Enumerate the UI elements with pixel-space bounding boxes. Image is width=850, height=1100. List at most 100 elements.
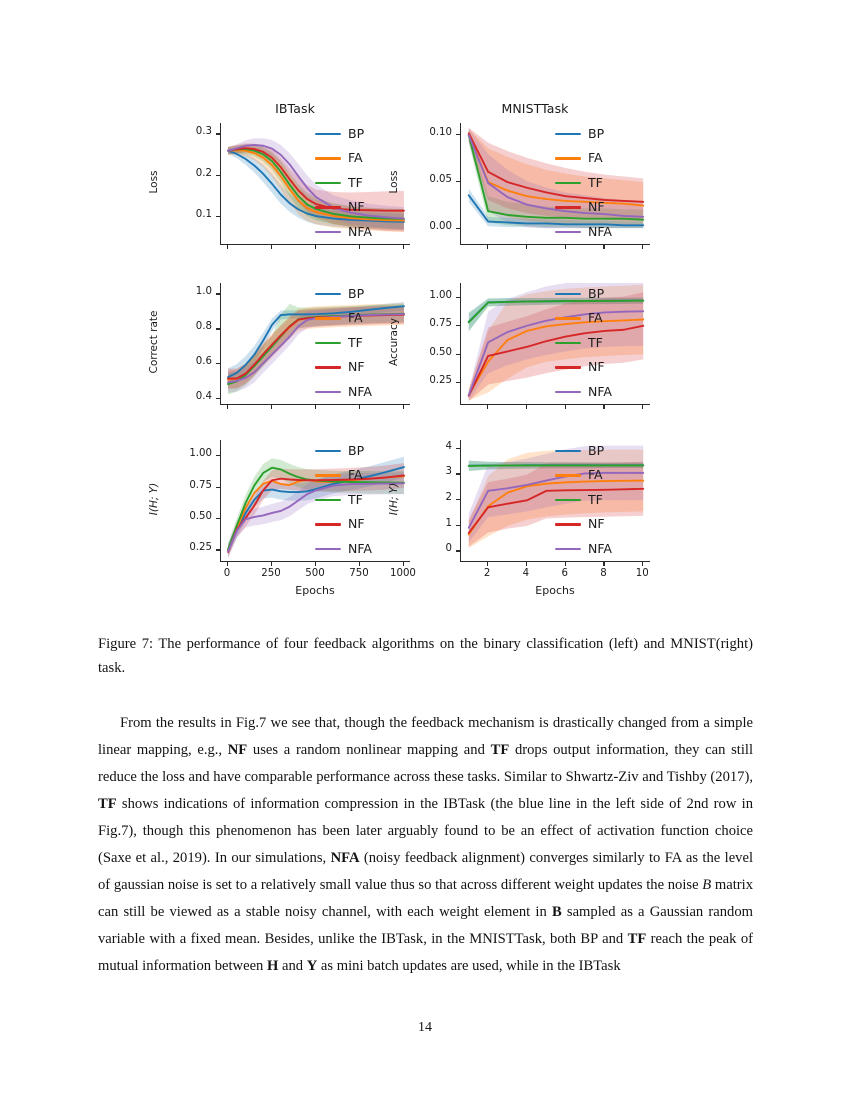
line-NFA bbox=[467, 471, 645, 529]
x-tick-mark bbox=[642, 245, 644, 249]
legend-item-bp[interactable]: BP bbox=[555, 127, 604, 141]
legend-label-tf: TF bbox=[348, 491, 363, 507]
x-tick-mark bbox=[402, 405, 405, 409]
legend-item-nfa[interactable]: NFA bbox=[555, 225, 612, 239]
x-tick-mark bbox=[525, 245, 528, 249]
y-tick-label: 0.10 bbox=[429, 127, 452, 139]
y-tick-label: 0 bbox=[445, 543, 452, 555]
x-axis-label: Epochs bbox=[535, 584, 575, 597]
legend-swatch-bp bbox=[315, 449, 341, 453]
legend-label-tf: TF bbox=[348, 334, 363, 350]
line-NF bbox=[227, 147, 405, 212]
legend-item-tf[interactable]: TF bbox=[555, 336, 603, 350]
x-tick-mark bbox=[487, 245, 489, 249]
legend-item-tf[interactable]: TF bbox=[315, 336, 363, 350]
y-tick-mark bbox=[456, 447, 460, 449]
x-tick-mark bbox=[603, 245, 605, 249]
line-BP bbox=[467, 194, 645, 227]
legend-label-bp: BP bbox=[588, 285, 605, 301]
x-tick-mark bbox=[564, 405, 566, 409]
legend-label-nf: NF bbox=[588, 516, 605, 532]
legend-item-nfa[interactable]: NFA bbox=[315, 385, 372, 399]
legend-item-bp[interactable]: BP bbox=[315, 444, 364, 458]
x-tick-mark bbox=[227, 562, 229, 566]
legend-item-nfa[interactable]: NFA bbox=[315, 225, 372, 239]
y-tick-mark bbox=[216, 293, 220, 295]
legend-item-tf[interactable]: TF bbox=[315, 176, 363, 190]
x-tick-mark bbox=[402, 245, 405, 249]
legend-item-nfa[interactable]: NFA bbox=[315, 542, 372, 556]
chart-grid: IBTask 0.1 0.2 0.3 Loss BP FA TF NF NFA MNISTTask 0… bbox=[148, 95, 690, 620]
x-tick-mark bbox=[603, 562, 605, 566]
y-axis-label: Correct rate bbox=[148, 310, 160, 374]
legend-item-nf[interactable]: NF bbox=[315, 518, 365, 532]
legend-label-fa: FA bbox=[588, 310, 603, 326]
legend-swatch-bp bbox=[555, 292, 581, 296]
legend-item-fa[interactable]: FA bbox=[555, 469, 603, 483]
x-tick-mark bbox=[271, 245, 273, 249]
line-FA bbox=[467, 479, 645, 536]
y-axis-label: Loss bbox=[148, 170, 160, 194]
legend-swatch-nf bbox=[315, 206, 341, 209]
legend-item-nf[interactable]: NF bbox=[555, 361, 605, 375]
line-FA bbox=[467, 133, 645, 207]
legend-item-bp[interactable]: BP bbox=[315, 127, 364, 141]
y-tick-label: 0.25 bbox=[189, 542, 212, 554]
plot-area-ib-loss bbox=[220, 123, 410, 245]
y-tick-mark bbox=[216, 216, 220, 218]
legend-item-tf[interactable]: TF bbox=[315, 493, 363, 507]
legend-swatch-nfa bbox=[315, 230, 341, 234]
y-tick-label: 0.8 bbox=[195, 321, 212, 333]
legend-swatch-tf bbox=[315, 341, 341, 345]
x-tick-label: 8 bbox=[600, 568, 607, 579]
legend-item-fa[interactable]: FA bbox=[555, 312, 603, 326]
line-TF bbox=[227, 466, 405, 551]
y-tick-label: 3 bbox=[445, 466, 452, 478]
legend-item-fa[interactable]: FA bbox=[315, 312, 363, 326]
legend-item-nf[interactable]: NF bbox=[315, 361, 365, 375]
y-tick-label: 1.00 bbox=[189, 448, 212, 460]
chart-panel-mnist-loss: MNISTTask 0.00 0.05 0.10 Loss BP FA TF NF NFA bbox=[160, 95, 690, 620]
legend-item-nfa[interactable]: NFA bbox=[555, 542, 612, 556]
x-tick-mark bbox=[487, 405, 489, 409]
legend-item-bp[interactable]: BP bbox=[555, 444, 604, 458]
chart-panel-ib-loss: IBTask 0.1 0.2 0.3 Loss BP FA TF NF NFA bbox=[148, 95, 690, 620]
x-tick-mark bbox=[564, 245, 566, 249]
chart-title-ib-loss: IBTask bbox=[275, 101, 315, 116]
legend-item-nf[interactable]: NF bbox=[555, 201, 605, 215]
y-tick-mark bbox=[216, 517, 220, 520]
legend-swatch-fa bbox=[555, 474, 581, 477]
legend-item-nf[interactable]: NF bbox=[315, 201, 365, 215]
x-tick-mark bbox=[487, 562, 489, 566]
chart-panel-ib-mutual-info: 0.25 0.50 0.75 1.00 0 250 500 750 1000 I(H; Y) Epo… bbox=[148, 95, 690, 620]
x-tick-label: 500 bbox=[305, 568, 325, 579]
legend-item-tf[interactable]: TF bbox=[555, 176, 603, 190]
line-TF bbox=[467, 134, 645, 221]
y-tick-label: 0.75 bbox=[189, 479, 212, 491]
legend-item-tf[interactable]: TF bbox=[555, 493, 603, 507]
band-NFA bbox=[228, 138, 404, 230]
legend-item-bp[interactable]: BP bbox=[555, 287, 604, 301]
legend-item-bp[interactable]: BP bbox=[315, 287, 364, 301]
x-tick-label: 4 bbox=[522, 568, 530, 579]
legend-item-fa[interactable]: FA bbox=[555, 152, 603, 166]
legend-item-fa[interactable]: FA bbox=[315, 469, 363, 483]
chart-panel-mnist-accuracy: 0.25 0.50 0.75 1.00 Accuracy BP FA TF NF NFA bbox=[160, 95, 690, 620]
legend-item-nf[interactable]: NF bbox=[555, 518, 605, 532]
legend-label-bp: BP bbox=[588, 442, 605, 458]
x-tick-mark bbox=[227, 245, 229, 249]
plot-area-ib-correct-rate bbox=[220, 283, 410, 405]
legend-item-nfa[interactable]: NFA bbox=[555, 385, 612, 399]
band-FA bbox=[468, 128, 644, 226]
y-tick-mark bbox=[456, 382, 460, 384]
legend-swatch-nfa bbox=[315, 390, 341, 394]
legend-item-fa[interactable]: FA bbox=[315, 152, 363, 166]
legend-swatch-nf bbox=[555, 366, 581, 369]
legend-swatch-tf bbox=[555, 341, 581, 345]
plot-lines-ib-correct-rate bbox=[227, 302, 405, 395]
x-axis-label: Epochs bbox=[295, 584, 335, 597]
y-tick-mark bbox=[456, 524, 460, 526]
legend-label-bp: BP bbox=[348, 442, 365, 458]
plot-area-ib-mutual-info bbox=[220, 440, 410, 562]
y-tick-mark bbox=[456, 325, 460, 327]
